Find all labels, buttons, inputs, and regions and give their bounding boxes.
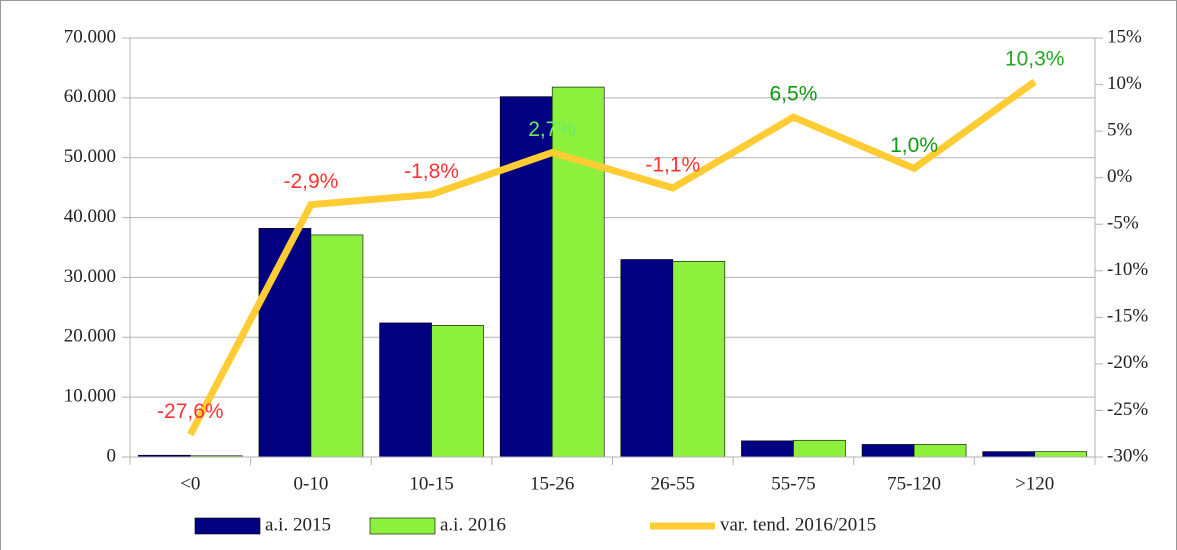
bar — [431, 325, 484, 458]
bar — [913, 444, 967, 458]
x-tick-label: 10-15 — [409, 473, 453, 494]
legend-label: var. tend. 2016/2015 — [720, 514, 876, 535]
y-tick-label: 0 — [107, 445, 117, 466]
bar — [551, 86, 605, 458]
y2-tick-label: -15% — [1107, 306, 1148, 327]
y-tick-label: 10.000 — [64, 386, 116, 407]
bar — [861, 444, 915, 458]
y-tick-label: 30.000 — [64, 266, 116, 287]
data-label: -2,9% — [284, 170, 339, 193]
line — [187, 78, 1037, 437]
data-label: 2,7% — [528, 118, 576, 141]
x-tick-label: <0 — [180, 473, 200, 494]
y2-tick-label: -20% — [1107, 352, 1148, 373]
y2-tick-label: -5% — [1107, 213, 1139, 234]
data-label: -1,8% — [404, 160, 459, 183]
legend-label: a.i. 2015 — [265, 514, 331, 535]
bar — [499, 96, 553, 458]
y2-tick-label: -10% — [1107, 259, 1148, 280]
legend-swatch — [369, 517, 436, 535]
x-tick-label: 26-55 — [651, 473, 695, 494]
y2-tick-label: -25% — [1107, 399, 1148, 420]
y-tick-label: 50.000 — [64, 146, 116, 167]
y2-tick-label: 10% — [1107, 73, 1142, 94]
y-tick-label: 20.000 — [64, 326, 116, 347]
x-tick-label: 15-26 — [530, 473, 574, 494]
data-label: 10,3% — [1005, 47, 1065, 70]
x-tick-label: >120 — [1015, 473, 1054, 494]
y-tick-label: 60.000 — [64, 86, 116, 107]
bar — [1034, 451, 1087, 458]
x-tick-label: 0-10 — [294, 473, 329, 494]
data-label: -27,6% — [157, 400, 224, 423]
y2-tick-label: 5% — [1107, 119, 1133, 140]
bar — [258, 228, 312, 458]
data-label: 6,5% — [770, 83, 818, 106]
x-tick-label: 75-120 — [887, 473, 941, 494]
y-tick-label: 70.000 — [64, 26, 116, 47]
bar — [672, 260, 726, 458]
y2-tick-label: 15% — [1107, 26, 1142, 47]
legend-swatch — [194, 517, 261, 535]
y-tick-label: 40.000 — [64, 206, 116, 227]
bar — [310, 234, 364, 458]
bar — [379, 322, 432, 458]
data-label: -1,1% — [645, 153, 700, 176]
y2-tick-label: -30% — [1107, 445, 1148, 466]
legend-label: a.i. 2016 — [440, 514, 506, 535]
bar — [793, 439, 846, 458]
bar — [620, 259, 674, 458]
bar — [982, 451, 1035, 458]
x-tick-label: 55-75 — [771, 473, 815, 494]
bar — [741, 440, 794, 458]
y2-tick-label: 0% — [1107, 166, 1133, 187]
data-label: 1,0% — [890, 134, 938, 157]
